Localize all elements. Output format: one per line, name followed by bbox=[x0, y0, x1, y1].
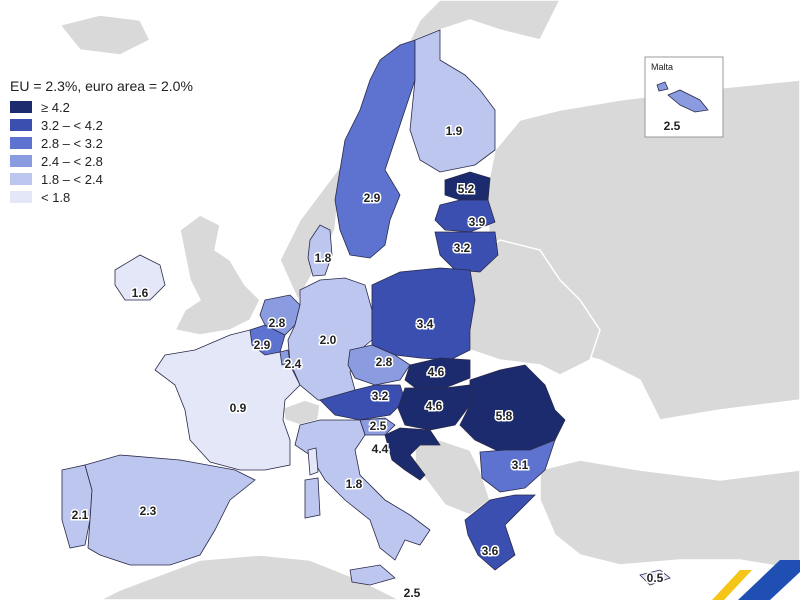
legend-row: 2.8 – < 3.2 bbox=[10, 135, 193, 151]
value-labels: 2.1 2.3 0.9 1.6 2.9 2.8 2.4 2.0 1.8 2.9 … bbox=[70, 118, 682, 600]
country-italy bbox=[294, 419, 431, 561]
north-africa bbox=[99, 554, 401, 600]
country-corsica bbox=[307, 447, 319, 476]
malta-inset-title: Malta bbox=[651, 62, 674, 72]
uk bbox=[173, 214, 261, 336]
country-denmark bbox=[307, 224, 333, 277]
logo-stripe-yellow bbox=[712, 570, 752, 600]
eu-countries bbox=[61, 29, 671, 586]
legend-row: 2.4 – < 2.8 bbox=[10, 153, 193, 169]
legend-label: < 1.8 bbox=[41, 189, 71, 205]
country-ireland bbox=[114, 254, 166, 301]
country-slovakia bbox=[404, 357, 471, 391]
legend-title: EU = 2.3%, euro area = 2.0% bbox=[10, 78, 193, 94]
country-bulgaria bbox=[479, 439, 556, 493]
label-luxembourg: 2.4 bbox=[285, 357, 302, 371]
label-finland: 1.9 bbox=[446, 124, 463, 138]
label-latvia: 3.9 bbox=[469, 215, 486, 229]
logo-stripe-blue bbox=[738, 560, 800, 600]
iceland bbox=[58, 14, 152, 56]
legend-row: < 1.8 bbox=[10, 189, 193, 205]
country-cyprus bbox=[639, 569, 671, 586]
country-spain bbox=[84, 454, 256, 566]
label-spain: 2.3 bbox=[140, 504, 157, 518]
legend-label: 1.8 – < 2.4 bbox=[41, 171, 103, 187]
label-denmark: 1.8 bbox=[315, 251, 332, 265]
legend-row: ≥ 4.2 bbox=[10, 99, 193, 115]
legend-swatch bbox=[10, 101, 32, 113]
country-malta bbox=[667, 89, 709, 113]
label-austria: 3.2 bbox=[372, 389, 389, 403]
corner-logo bbox=[712, 560, 800, 600]
country-sardinia bbox=[304, 477, 321, 519]
legend-swatch bbox=[10, 155, 32, 167]
switzerland bbox=[282, 399, 321, 426]
label-sweden: 2.9 bbox=[364, 191, 381, 205]
country-czechia bbox=[347, 344, 411, 386]
label-slovakia: 4.6 bbox=[428, 365, 445, 379]
legend-label: 3.2 – < 4.2 bbox=[41, 117, 103, 133]
label-ireland: 1.6 bbox=[132, 286, 149, 300]
country-sweden bbox=[334, 39, 416, 259]
country-portugal bbox=[61, 464, 93, 549]
label-italy: 1.8 bbox=[346, 477, 363, 491]
label-germany: 2.0 bbox=[320, 333, 337, 347]
label-hungary: 4.6 bbox=[426, 399, 443, 413]
label-malta: 2.5 bbox=[664, 119, 681, 133]
balkans-non-eu bbox=[414, 439, 491, 516]
label-cyprus: 0.5 bbox=[647, 571, 664, 585]
label-bulgaria: 3.1 bbox=[512, 458, 529, 472]
legend-swatch bbox=[10, 173, 32, 185]
legend-row: 1.8 – < 2.4 bbox=[10, 171, 193, 187]
label-poland: 3.4 bbox=[417, 317, 434, 331]
label-belgium: 2.9 bbox=[254, 338, 271, 352]
label-netherlands: 2.8 bbox=[269, 316, 286, 330]
label-czechia: 2.8 bbox=[376, 355, 393, 369]
legend-row: 3.2 – < 4.2 bbox=[10, 117, 193, 133]
label-france: 0.9 bbox=[230, 401, 247, 415]
label-lithuania: 3.2 bbox=[454, 241, 471, 255]
legend-swatch bbox=[10, 191, 32, 203]
country-romania bbox=[459, 364, 566, 453]
label-croatia: 4.4 bbox=[372, 442, 389, 456]
country-sicily bbox=[349, 564, 396, 586]
label-sicily: 2.5 bbox=[404, 586, 421, 600]
country-poland bbox=[371, 267, 476, 361]
label-portugal: 2.1 bbox=[72, 508, 89, 522]
country-hungary bbox=[397, 384, 471, 431]
country-netherlands bbox=[259, 294, 301, 336]
malta-gozo bbox=[656, 81, 669, 92]
label-greece: 3.6 bbox=[482, 544, 499, 558]
country-lithuania bbox=[434, 231, 499, 273]
legend-label: 2.8 – < 3.2 bbox=[41, 135, 103, 151]
legend-label: 2.4 – < 2.8 bbox=[41, 153, 103, 169]
label-slovenia: 2.5 bbox=[370, 419, 387, 433]
non-eu-land bbox=[58, 0, 800, 600]
country-finland bbox=[409, 29, 496, 173]
legend: EU = 2.3%, euro area = 2.0% ≥ 4.2 3.2 – … bbox=[10, 78, 193, 207]
malta-inset bbox=[644, 56, 724, 138]
legend-swatch bbox=[10, 119, 32, 131]
country-latvia bbox=[434, 199, 496, 233]
turkey bbox=[539, 459, 800, 571]
label-romania: 5.8 bbox=[496, 409, 513, 423]
country-croatia bbox=[384, 427, 441, 481]
country-greece bbox=[464, 494, 536, 571]
label-estonia: 5.2 bbox=[458, 182, 475, 196]
legend-swatch bbox=[10, 137, 32, 149]
legend-label: ≥ 4.2 bbox=[41, 99, 70, 115]
